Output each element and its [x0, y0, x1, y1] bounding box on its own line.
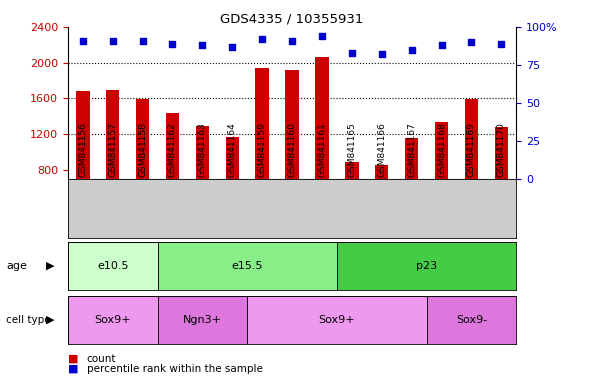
- Bar: [427, 296, 516, 344]
- Point: [78, 38, 87, 44]
- Text: cell type: cell type: [6, 314, 51, 325]
- Bar: [337, 242, 516, 290]
- Text: percentile rank within the sample: percentile rank within the sample: [87, 364, 263, 374]
- Point: [347, 50, 356, 56]
- Bar: [196, 126, 209, 179]
- Text: e15.5: e15.5: [231, 261, 263, 271]
- Title: GDS4335 / 10355931: GDS4335 / 10355931: [220, 13, 364, 26]
- Bar: [166, 113, 179, 179]
- Bar: [158, 296, 247, 344]
- Point: [287, 38, 297, 44]
- Point: [257, 36, 267, 42]
- Text: ▶: ▶: [46, 314, 54, 325]
- Text: age: age: [6, 261, 27, 271]
- Bar: [465, 99, 478, 179]
- Point: [497, 40, 506, 46]
- Bar: [286, 70, 299, 179]
- Point: [407, 46, 417, 53]
- Point: [168, 40, 177, 46]
- Point: [138, 38, 148, 44]
- Bar: [225, 137, 239, 179]
- Bar: [136, 99, 149, 179]
- Text: ■: ■: [68, 364, 78, 374]
- Bar: [405, 138, 418, 179]
- Bar: [494, 127, 508, 179]
- Text: Sox9+: Sox9+: [319, 314, 355, 325]
- Text: Ngn3+: Ngn3+: [183, 314, 222, 325]
- Bar: [435, 122, 448, 179]
- Bar: [255, 68, 269, 179]
- Point: [377, 51, 386, 57]
- Text: e10.5: e10.5: [97, 261, 129, 271]
- Bar: [247, 296, 427, 344]
- Text: ■: ■: [68, 354, 78, 364]
- Text: Sox9-: Sox9-: [456, 314, 487, 325]
- Bar: [106, 90, 119, 179]
- Bar: [76, 91, 90, 179]
- Point: [198, 42, 207, 48]
- Text: ▶: ▶: [46, 261, 54, 271]
- Text: Sox9+: Sox9+: [94, 314, 131, 325]
- Bar: [345, 162, 359, 179]
- Point: [317, 33, 327, 39]
- Point: [467, 39, 476, 45]
- Point: [437, 42, 446, 48]
- Bar: [158, 242, 337, 290]
- Bar: [68, 296, 158, 344]
- Point: [228, 43, 237, 50]
- Bar: [315, 57, 329, 179]
- Bar: [68, 242, 158, 290]
- Bar: [375, 165, 388, 179]
- Point: [108, 38, 117, 44]
- Text: count: count: [87, 354, 116, 364]
- Text: p23: p23: [416, 261, 437, 271]
